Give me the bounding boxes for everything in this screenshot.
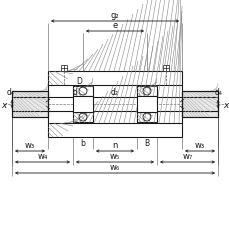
Bar (136, 112, 156, 123)
Text: w₃: w₃ (25, 140, 35, 149)
Text: d₄: d₄ (214, 88, 222, 97)
Bar (181, 92, 217, 117)
Bar (73, 87, 93, 97)
Bar (181, 92, 217, 117)
Text: n: n (112, 140, 117, 149)
Bar (73, 112, 93, 123)
Text: D: D (76, 77, 82, 86)
Text: x: x (222, 100, 227, 109)
Bar (48, 123, 181, 137)
Bar (48, 72, 181, 86)
Bar (12, 92, 48, 117)
Text: w₆: w₆ (109, 162, 120, 171)
Bar (162, 66, 168, 72)
Text: w₅: w₅ (109, 151, 120, 160)
Text: d: d (72, 88, 77, 97)
Text: b: b (80, 138, 85, 147)
Bar (61, 66, 67, 72)
Bar (136, 97, 156, 112)
Text: w₃: w₃ (194, 140, 204, 149)
Text: d₂: d₂ (111, 88, 118, 97)
Text: B: B (144, 138, 149, 147)
Text: g₂: g₂ (110, 11, 119, 20)
Bar (73, 97, 93, 112)
Bar (12, 92, 48, 117)
Text: w₇: w₇ (182, 151, 192, 160)
Text: w₄: w₄ (37, 151, 47, 160)
Text: d₄: d₄ (7, 88, 15, 97)
Text: e: e (112, 21, 117, 30)
Text: x: x (2, 100, 7, 109)
Bar (136, 87, 156, 97)
